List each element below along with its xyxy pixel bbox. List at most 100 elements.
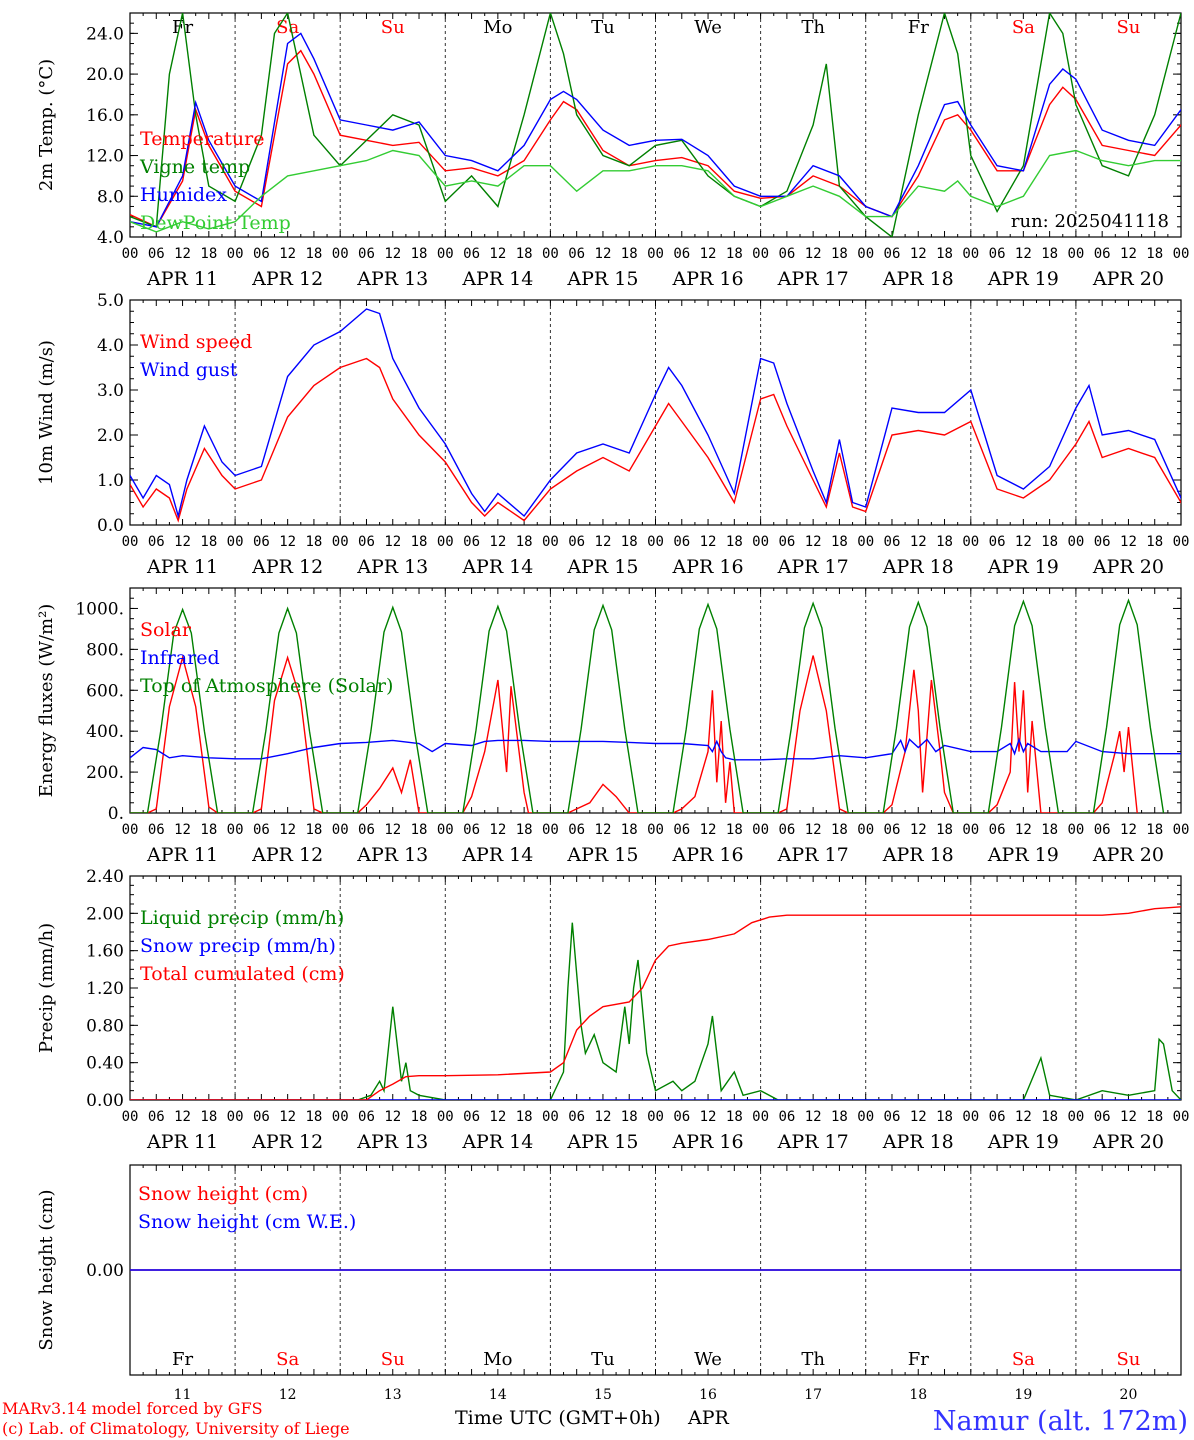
day-number: 16 [699,1387,717,1403]
x-hour-label: 18 [831,246,848,262]
x-date-label: APR 16 [672,268,744,290]
x-hour-label: 12 [174,246,191,262]
x-hour-label: 12 [910,534,927,550]
x-date-label: APR 13 [356,556,428,578]
series-line-top-of-atmosphere-solar- [130,598,1165,813]
x-date-label: APR 11 [146,268,218,290]
x-hour-label: 18 [516,1109,533,1125]
x-hour-label: 00 [752,822,769,838]
x-hour-label: 06 [148,822,165,838]
x-axis-month: APR [687,1407,730,1429]
x-date-label: APR 14 [461,556,533,578]
x-hour-label: 18 [831,534,848,550]
legend-entry: Snow height (cm) [138,1183,308,1205]
series-line-vigne-temp [130,13,1181,237]
panel-5: 0.00 Snow height (cm) Fr Sa Su Mo Tu We Th Fr Sa Su… [36,1164,1182,1403]
y-tick-label: 4.0 [97,228,124,248]
x-hour-label: 00 [227,1109,244,1125]
y-tick-label: 1.0 [97,471,124,491]
x-hour-label: 12 [384,1109,401,1125]
x-hour-label: 06 [253,246,270,262]
x-hour-label: 12 [1015,246,1032,262]
x-date-label: APR 15 [566,268,638,290]
x-hour-label: 18 [621,1109,638,1125]
y-tick-label: 0.40 [86,1054,124,1074]
weekday-label: Sa [276,17,299,38]
x-hour-label: 00 [332,246,349,262]
station-name: Namur (alt. 172m) [933,1406,1188,1437]
x-hour-label: 12 [489,1109,506,1125]
x-hour-label: 12 [174,534,191,550]
y-tick-label: 8.0 [97,187,124,207]
x-date-label: APR 20 [1092,268,1164,290]
weekday-label: Th [801,17,825,38]
x-hour-label: 18 [831,1109,848,1125]
x-date-label: APR 20 [1092,1131,1164,1153]
x-hour-label: 12 [595,534,612,550]
legend-entry: Total cumulated (cm) [140,963,345,985]
legend-entry: DewPoint Temp [140,212,291,234]
x-hour-label: 12 [595,1109,612,1125]
x-hour-label: 00 [962,246,979,262]
legend-entry: Solar [140,619,192,641]
x-hour-label: 00 [542,822,559,838]
x-hour-label: 12 [1120,822,1137,838]
run-annotation: run: 2025041118 [1011,211,1169,232]
y-tick-label: 1.60 [86,942,124,962]
x-hour-label: 06 [673,1109,690,1125]
weekday-label: We [694,17,722,38]
x-hour-label: 06 [148,246,165,262]
x-date-label: APR 20 [1092,844,1164,866]
x-hour-label: 18 [516,534,533,550]
legend-entry: Snow height (cm W.E.) [138,1211,356,1233]
legend-entry: Wind gust [140,359,238,381]
x-hour-label: 06 [989,1109,1006,1125]
x-date-label: APR 19 [987,556,1059,578]
x-hour-label: 18 [831,822,848,838]
x-date-label: APR 18 [882,556,954,578]
x-hour-label: 00 [857,534,874,550]
day-number: 15 [594,1387,612,1403]
y-tick-label: 2.0 [97,426,124,446]
x-hour-label: 00 [962,534,979,550]
x-hour-label: 00 [752,246,769,262]
x-hour-label: 18 [1146,246,1163,262]
x-hour-label: 12 [1120,246,1137,262]
x-hour-label: 00 [122,246,139,262]
weekday-label: Su [1116,17,1140,38]
x-hour-label: 18 [1146,822,1163,838]
x-hour-label: 06 [989,822,1006,838]
x-hour-label: 00 [1173,1109,1190,1125]
x-axis-label: Time UTC (GMT+0h) [455,1407,661,1429]
x-hour-label: 06 [463,534,480,550]
weekday-label: Tu [591,17,615,38]
x-date-label: APR 17 [777,268,849,290]
x-hour-label: 06 [463,1109,480,1125]
x-date-label: APR 18 [882,268,954,290]
x-hour-label: 06 [568,822,585,838]
x-hour-label: 06 [358,1109,375,1125]
x-hour-label: 18 [621,246,638,262]
y-tick-label: 0.80 [86,1016,124,1036]
x-hour-label: 12 [174,822,191,838]
y-tick-label: 5.0 [97,291,124,311]
model-credit: MARv3.14 model forced by GFS [2,1399,263,1418]
x-hour-label: 18 [936,822,953,838]
y-tick-label: 20.0 [86,65,124,85]
x-date-label: APR 16 [672,1131,744,1153]
legend-entry: Temperature [140,128,264,150]
x-hour-label: 06 [463,822,480,838]
weekday-label: We [694,1349,722,1370]
y-tick-label: 0.00 [86,1261,124,1281]
x-hour-label: 06 [148,1109,165,1125]
x-hour-label: 12 [279,1109,296,1125]
x-hour-label: 00 [1067,246,1084,262]
x-hour-label: 18 [936,246,953,262]
x-hour-label: 00 [332,534,349,550]
legend-entry: Snow precip (mm/h) [140,935,336,957]
x-hour-label: 12 [174,1109,191,1125]
x-hour-label: 18 [1041,822,1058,838]
x-hour-label: 12 [805,534,822,550]
x-hour-label: 00 [542,246,559,262]
x-hour-label: 12 [384,246,401,262]
